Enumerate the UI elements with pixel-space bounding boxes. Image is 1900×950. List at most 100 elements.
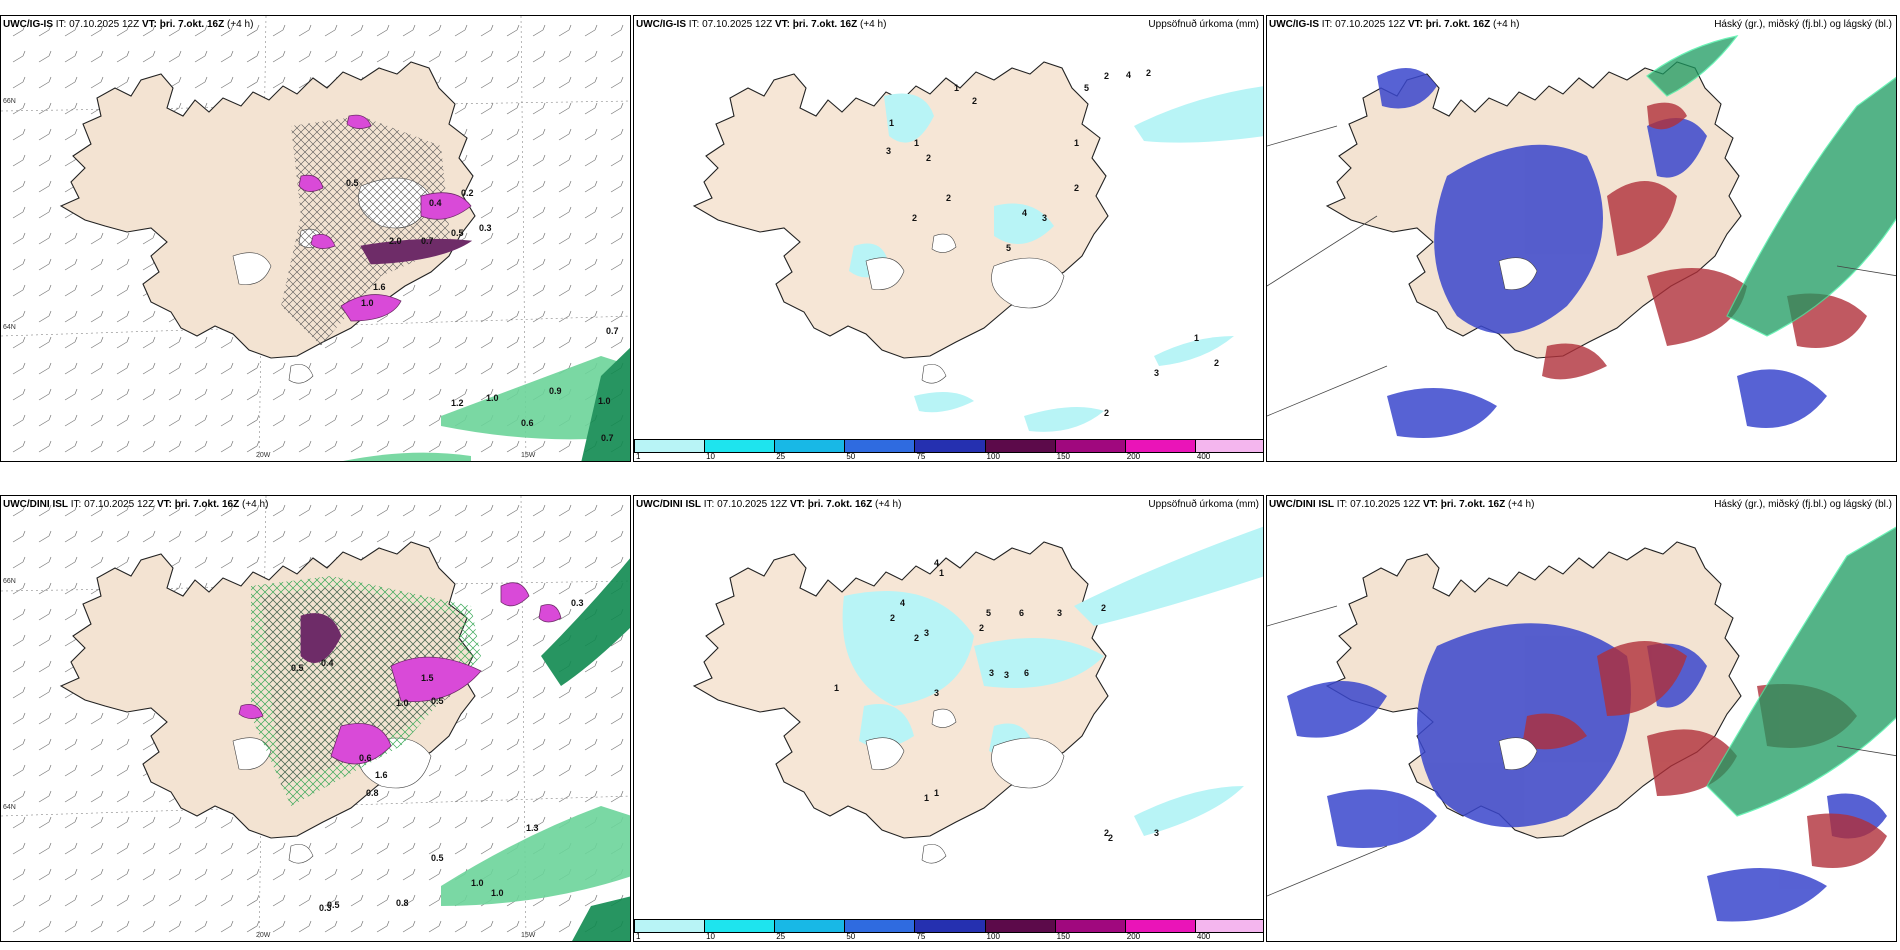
precip-value-label: 0.6 bbox=[521, 418, 534, 428]
legend-swatch bbox=[984, 439, 1056, 453]
legend-label: 50 bbox=[846, 452, 856, 461]
legend-label: 100 bbox=[986, 932, 1000, 941]
legend-label: 25 bbox=[776, 932, 786, 941]
lat-label-66n: 66N bbox=[3, 578, 16, 585]
panel-variable-label: Uppsöfnuð úrkoma (mm) bbox=[1148, 499, 1259, 510]
precip-value-label: 2 bbox=[1104, 408, 1109, 418]
precip-value-label: 1 bbox=[834, 683, 839, 693]
legend-swatch bbox=[984, 919, 1056, 933]
panel-top-left: UWC/IG-IS IT: 07.10.2025 12Z VT: þri. 7.… bbox=[0, 15, 631, 462]
panel-bottom-right: UWC/DINI ISL IT: 07.10.2025 12Z VT: þri.… bbox=[1266, 495, 1897, 942]
precip-value-label: 4 bbox=[934, 558, 939, 568]
precip-value-label: 4 bbox=[1022, 208, 1027, 218]
precip-value-label: 3 bbox=[1004, 670, 1009, 680]
legend-label: 10 bbox=[706, 932, 716, 941]
precip-value-label: 3 bbox=[886, 146, 891, 156]
precip-value-label: 0.8 bbox=[396, 898, 409, 908]
precip-value-label: 1.2 bbox=[451, 398, 464, 408]
precip-value-label: 3 bbox=[1042, 213, 1047, 223]
lon-label-15w: 15W bbox=[521, 932, 536, 939]
high-cloud-green bbox=[1646, 35, 1896, 337]
wind-precip-map: 0.51.51.0 0.50.30.40.61.60.80.51.01.30.80… bbox=[1, 496, 630, 941]
precip-value-label: 1 bbox=[934, 788, 939, 798]
precip-value-label: 1 bbox=[1074, 138, 1079, 148]
precip-value-label: 2 bbox=[926, 153, 931, 163]
precip-value-label: 1.0 bbox=[598, 396, 611, 406]
precip-value-label: 0.5 bbox=[431, 853, 444, 863]
precip-value-label: 2 bbox=[1104, 71, 1109, 81]
precip-value-label: 2 bbox=[1101, 603, 1106, 613]
precip-value-label: 2 bbox=[946, 193, 951, 203]
legend-label: 1 bbox=[636, 932, 641, 941]
precip-value-label: 0.7 bbox=[421, 236, 434, 246]
cloud-cover-map bbox=[1267, 35, 1896, 438]
legend-swatch bbox=[1054, 439, 1126, 453]
precip-value-label: 1.0 bbox=[486, 393, 499, 403]
legend-label: 150 bbox=[1056, 452, 1071, 461]
precip-values: 0.51.51.0 0.50.30.40.61.60.80.51.01.30.80… bbox=[291, 598, 584, 913]
panel-top-right: UWC/IG-IS IT: 07.10.2025 12Z VT: þri. 7.… bbox=[1266, 15, 1897, 462]
legend-swatch bbox=[914, 919, 986, 933]
legend-label: 400 bbox=[1196, 452, 1211, 461]
precip-value-label: 2 bbox=[972, 96, 977, 106]
legend-swatch bbox=[1054, 919, 1126, 933]
legend-label: 75 bbox=[916, 452, 926, 461]
glaciers bbox=[1498, 737, 1538, 770]
precip-light bbox=[842, 526, 1263, 836]
panel-bottom-mid: UWC/DINI ISL IT: 07.10.2025 12Z VT: þri.… bbox=[633, 495, 1264, 942]
high-cloud-green bbox=[1706, 526, 1896, 817]
lat-label-66n: 66N bbox=[3, 98, 16, 105]
panel-title: UWC/IG-IS IT: 07.10.2025 12Z VT: þri. 7.… bbox=[1269, 19, 1520, 30]
precip-value-label: 1 bbox=[939, 568, 944, 578]
precip-value-label: 1.5 bbox=[421, 673, 434, 683]
precip-value-label: 4 bbox=[1126, 70, 1131, 80]
panel-variable-label: Uppsöfnuð úrkoma (mm) bbox=[1148, 19, 1259, 30]
legend-label: 200 bbox=[1126, 452, 1141, 461]
legend-label: 150 bbox=[1056, 932, 1071, 941]
panel-title: UWC/DINI ISL IT: 07.10.2025 12Z VT: þri.… bbox=[636, 499, 902, 510]
precip-value-label: 1.0 bbox=[396, 698, 409, 708]
precip-value-label: 1.3 bbox=[526, 823, 539, 833]
precip-value-label: 6 bbox=[1024, 668, 1029, 678]
glaciers bbox=[1498, 257, 1538, 290]
legend-label: 1 bbox=[636, 452, 641, 461]
precip-value-label: 0.7 bbox=[606, 326, 619, 336]
legend-label: 10 bbox=[706, 452, 716, 461]
precip-value-label: 1.6 bbox=[375, 770, 388, 780]
precip-value-label: 1.0 bbox=[471, 878, 484, 888]
precip-value-label: 2 bbox=[1104, 828, 1109, 838]
precip-value-label: 1.6 bbox=[373, 282, 386, 292]
legend-swatch bbox=[1194, 439, 1263, 453]
precip-value-label: 0.8 bbox=[366, 788, 379, 798]
precip-value-label: 0.5 bbox=[291, 663, 304, 673]
precip-value-label: 3 bbox=[934, 688, 939, 698]
precip-value-label: 3 bbox=[989, 668, 994, 678]
precip-value-label: 5 bbox=[1084, 83, 1089, 93]
precip-value-label: 3 bbox=[924, 628, 929, 638]
panel-title: UWC/DINI ISL IT: 07.10.2025 12Z VT: þri.… bbox=[1269, 499, 1535, 510]
precip-value-label: 1 bbox=[914, 138, 919, 148]
precip-value-label: 2 bbox=[914, 633, 919, 643]
precip-value-label: 0.7 bbox=[601, 433, 614, 443]
precip-value-label: 6 bbox=[1019, 608, 1024, 618]
panel-variable-label: Háský (gr.), miðský (fj.bl.) og lágský (… bbox=[1714, 499, 1892, 510]
legend-swatch bbox=[844, 919, 916, 933]
precip-value-label: 0.5 bbox=[327, 900, 340, 910]
precip-value-label: 2 bbox=[1214, 358, 1219, 368]
precip-value-label: 2 bbox=[979, 623, 984, 633]
precip-value-label: 2 bbox=[890, 613, 895, 623]
lon-label-20w: 20W bbox=[256, 932, 271, 939]
lat-label-64n: 64N bbox=[3, 804, 16, 811]
glaciers bbox=[865, 708, 1065, 864]
lat-label-64n: 64N bbox=[3, 324, 16, 331]
lon-label-15w: 15W bbox=[521, 452, 536, 459]
legend-swatch bbox=[774, 919, 846, 933]
precip-purple bbox=[238, 582, 562, 765]
glaciers bbox=[865, 233, 1065, 384]
precip-purple bbox=[298, 114, 473, 322]
precip-value-label: 0.4 bbox=[429, 198, 442, 208]
panel-variable-label: Háský (gr.), miðský (fj.bl.) og lágský (… bbox=[1714, 19, 1892, 30]
